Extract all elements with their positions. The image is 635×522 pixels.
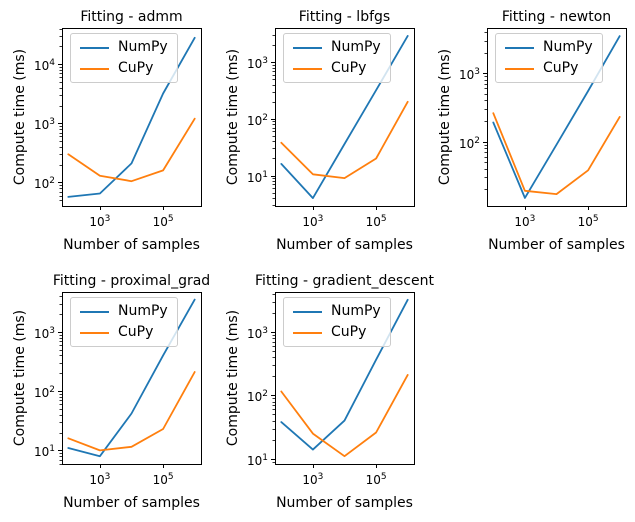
axes-frame xyxy=(62,28,202,207)
legend-item-cupy: CuPy xyxy=(293,59,381,78)
x-tick-label: 103 xyxy=(89,214,111,229)
y-tick-label: 102 xyxy=(246,389,268,405)
legend-label: CuPy xyxy=(118,60,154,76)
numpy-line-swatch xyxy=(293,46,322,49)
legend-label: CuPy xyxy=(543,60,579,76)
legend-item-numpy: NumPy xyxy=(80,302,168,321)
legend-item-numpy: NumPy xyxy=(80,38,168,57)
y-tick-label: 103 xyxy=(246,325,268,341)
cupy-line xyxy=(67,117,196,183)
legend-label: NumPy xyxy=(118,39,168,55)
legend: NumPy CuPy xyxy=(495,33,603,83)
x-tick-label: 103 xyxy=(89,472,111,487)
y-tick-label: 101 xyxy=(246,169,268,185)
subplot-title: Fitting - gradient_descent xyxy=(255,273,434,289)
x-tick-label: 103 xyxy=(514,214,536,229)
x-tick-label: 103 xyxy=(302,472,324,487)
y-tick-label: 101 xyxy=(246,452,268,468)
legend-label: NumPy xyxy=(331,39,381,55)
legend-item-numpy: NumPy xyxy=(293,302,381,321)
axes-frame xyxy=(62,292,202,465)
y-tick-label: 103 xyxy=(458,67,480,83)
cupy-line-swatch xyxy=(80,331,109,334)
legend-item-cupy: CuPy xyxy=(293,323,381,342)
cupy-line xyxy=(67,371,196,452)
x-tick-label: 105 xyxy=(365,472,387,487)
cupy-line-swatch xyxy=(293,331,322,334)
legend-item-cupy: CuPy xyxy=(80,323,168,342)
x-axis-label: Number of samples xyxy=(276,237,413,253)
legend-label: CuPy xyxy=(118,324,154,340)
numpy-line-swatch xyxy=(80,46,109,49)
numpy-line-swatch xyxy=(80,310,109,313)
cupy-line xyxy=(492,112,621,196)
legend-label: NumPy xyxy=(118,303,168,319)
legend-item-numpy: NumPy xyxy=(293,38,381,57)
cupy-line-swatch xyxy=(293,67,322,70)
subplot-title: Fitting - admm xyxy=(80,9,183,25)
legend-label: NumPy xyxy=(331,303,381,319)
subplot-title: Fitting - lbfgs xyxy=(298,9,391,25)
y-tick-label: 102 xyxy=(458,135,480,151)
y-tick-label: 102 xyxy=(33,176,55,192)
x-axis-label: Number of samples xyxy=(63,495,200,511)
legend-item-cupy: CuPy xyxy=(80,59,168,78)
legend-label: NumPy xyxy=(543,39,593,55)
legend-item-numpy: NumPy xyxy=(505,38,593,57)
y-tick-label: 102 xyxy=(246,112,268,128)
y-tick-label: 103 xyxy=(33,325,55,341)
axes-frame xyxy=(275,28,415,207)
y-tick-label: 102 xyxy=(33,385,55,401)
cupy-line xyxy=(280,373,409,458)
legend: NumPy CuPy xyxy=(70,297,178,347)
axes-frame xyxy=(275,292,415,465)
legend-label: CuPy xyxy=(331,60,367,76)
legend: NumPy CuPy xyxy=(283,297,391,347)
subplot-title: Fitting - newton xyxy=(501,9,612,25)
cupy-line-swatch xyxy=(505,67,534,70)
legend-item-cupy: CuPy xyxy=(505,59,593,78)
y-tick-label: 101 xyxy=(33,444,55,460)
legend: NumPy CuPy xyxy=(283,33,391,83)
x-tick-label: 105 xyxy=(577,214,599,229)
y-tick-label: 103 xyxy=(246,56,268,72)
cupy-line-swatch xyxy=(80,67,109,70)
numpy-line-swatch xyxy=(293,310,322,313)
legend: NumPy CuPy xyxy=(70,33,178,83)
legend-label: CuPy xyxy=(331,324,367,340)
axes-frame xyxy=(487,28,627,207)
subplot-title: Fitting - proximal_grad xyxy=(52,273,211,289)
x-tick-label: 105 xyxy=(152,214,174,229)
x-axis-label: Number of samples xyxy=(276,495,413,511)
x-tick-label: 105 xyxy=(365,214,387,229)
numpy-line-swatch xyxy=(505,46,534,49)
cupy-line xyxy=(280,100,409,180)
x-tick-label: 105 xyxy=(152,472,174,487)
y-tick-label: 104 xyxy=(33,58,55,74)
x-axis-label: Number of samples xyxy=(488,237,625,253)
y-tick-label: 103 xyxy=(33,117,55,133)
x-tick-label: 103 xyxy=(302,214,324,229)
x-axis-label: Number of samples xyxy=(63,237,200,253)
